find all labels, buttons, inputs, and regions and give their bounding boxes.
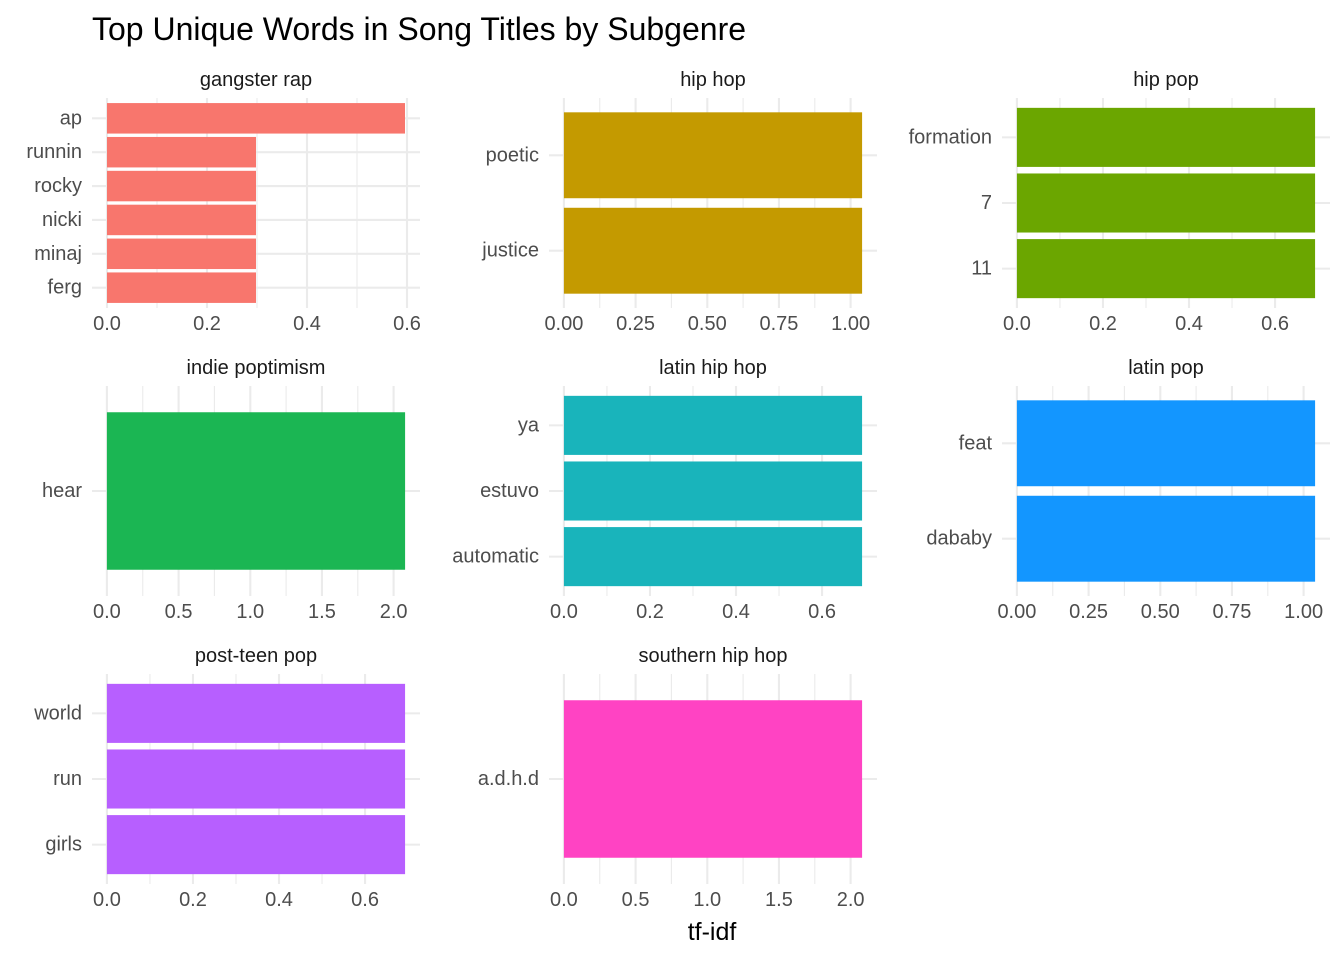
facet-hip-hop: hip hop poetic justice 0.00 0.25 0.50 0.75 1.00 — [481, 69, 877, 335]
x-tick-label: 0.4 — [265, 889, 293, 911]
bar-7 — [1016, 173, 1316, 233]
facet-latin-pop: latin pop feat dababy 0.00 0.25 0.50 0.75 1.00 — [926, 357, 1330, 623]
x-tick-label: 0.6 — [1261, 313, 1289, 335]
y-tick-label: a.d.h.d — [478, 768, 539, 790]
x-tick-label: 0.50 — [688, 313, 727, 335]
y-tick-label: nicki — [42, 209, 82, 231]
facet-strip-label: latin hip hop — [659, 357, 767, 379]
x-tick-label: 0.2 — [636, 601, 664, 623]
x-tick-label: 0.0 — [93, 601, 121, 623]
bar-minaj — [107, 238, 256, 270]
facet-latin-hip-hop: latin hip hop ya estuvo automatic 0.0 0.2 0.4 0… — [452, 357, 877, 623]
chart-title: Top Unique Words in Song Titles by Subge… — [92, 11, 746, 47]
y-tick-label: hear — [42, 480, 82, 502]
x-tick-label: 0.25 — [616, 313, 655, 335]
bar-run — [106, 749, 406, 809]
bar-ap — [107, 103, 405, 134]
x-tick-label: 0.0 — [550, 889, 578, 911]
x-tick-label: 0.75 — [759, 313, 798, 335]
x-tick-label: 1.0 — [693, 889, 721, 911]
x-tick-label: 0.4 — [1175, 313, 1203, 335]
bar-ferg — [107, 272, 256, 303]
bar-estuvo — [563, 461, 863, 521]
x-tick-label: 1.0 — [236, 601, 264, 623]
facet-strip-label: post-teen pop — [195, 645, 317, 667]
y-tick-label: girls — [45, 834, 82, 856]
bar-dababy — [1016, 495, 1316, 582]
facet-hip-pop: hip pop formation 7 11 0.0 0.2 0.4 0.6 — [909, 69, 1330, 335]
y-tick-label: dababy — [926, 528, 992, 550]
facet-post-teen-pop: post-teen pop world run girls 0.0 0.2 0.4 0.6 — [33, 645, 420, 911]
x-tick-label: 1.00 — [831, 313, 870, 335]
facet-strip-label: hip hop — [680, 69, 746, 91]
facet-strip-label: indie poptimism — [187, 357, 326, 379]
x-tick-label: 0.6 — [808, 601, 836, 623]
x-tick-label: 0.25 — [1069, 601, 1108, 623]
x-tick-label: 0.75 — [1212, 601, 1251, 623]
bar-nicki — [107, 204, 256, 236]
y-tick-label: poetic — [486, 144, 539, 166]
x-tick-label: 0.2 — [179, 889, 207, 911]
facet-panels: gangster rap ap runnin rocky nicki minaj ferg 0… — [26, 69, 1330, 911]
facet-southern-hip-hop: southern hip hop a.d.h.d 0.0 0.5 1.0 1.5 2.0 — [478, 645, 877, 911]
x-tick-label: 2.0 — [837, 889, 865, 911]
x-tick-label: 2.0 — [380, 601, 408, 623]
x-tick-label: 0.4 — [293, 313, 321, 335]
bar-formation — [1016, 107, 1316, 167]
y-tick-label: 7 — [981, 192, 992, 214]
bar-a-d-h-d — [563, 700, 863, 858]
y-tick-label: 11 — [971, 258, 992, 280]
y-tick-label: world — [33, 702, 82, 724]
facet-strip-label: latin pop — [1128, 357, 1204, 379]
bar-hear — [106, 412, 406, 570]
y-tick-label: automatic — [452, 546, 539, 568]
y-tick-label: run — [53, 768, 82, 790]
facet-strip-label: gangster rap — [200, 69, 312, 91]
bar-poetic — [563, 112, 863, 199]
facet-strip-label: hip pop — [1133, 69, 1199, 91]
x-tick-label: 1.5 — [765, 889, 793, 911]
x-tick-label: 0.0 — [1003, 313, 1031, 335]
bar-runnin — [107, 136, 256, 168]
bar-feat — [1016, 400, 1316, 487]
x-tick-label: 0.00 — [997, 601, 1036, 623]
bar-girls — [106, 815, 406, 875]
x-tick-label: 0.00 — [544, 313, 583, 335]
bar-ya — [563, 395, 863, 455]
x-tick-label: 0.6 — [351, 889, 379, 911]
facet-strip-label: southern hip hop — [638, 645, 787, 667]
x-tick-label: 0.6 — [393, 313, 421, 335]
bar-automatic — [563, 527, 863, 587]
x-tick-label: 0.0 — [93, 889, 121, 911]
y-tick-label: estuvo — [480, 480, 539, 502]
bar-justice — [563, 207, 863, 294]
x-tick-label: 0.5 — [622, 889, 650, 911]
facet-indie-poptimism: indie poptimism hear 0.0 0.5 1.0 1.5 2.0 — [42, 357, 420, 623]
x-axis-title: tf-idf — [688, 918, 737, 946]
y-tick-label: formation — [909, 126, 992, 148]
facet-gangster-rap: gangster rap ap runnin rocky nicki minaj ferg 0… — [26, 69, 421, 335]
y-tick-label: ap — [60, 107, 82, 129]
x-tick-label: 0.2 — [1089, 313, 1117, 335]
x-tick-label: 1.5 — [308, 601, 336, 623]
y-tick-label: ferg — [48, 277, 82, 299]
y-tick-label: feat — [959, 432, 993, 454]
x-tick-label: 0.5 — [165, 601, 193, 623]
x-tick-label: 0.2 — [193, 313, 221, 335]
y-tick-label: runnin — [26, 141, 82, 163]
bar-world — [106, 683, 406, 743]
x-tick-label: 1.00 — [1284, 601, 1323, 623]
y-tick-label: ya — [518, 414, 540, 436]
x-tick-label: 0.4 — [722, 601, 750, 623]
y-tick-label: minaj — [34, 243, 82, 265]
x-tick-label: 0.50 — [1141, 601, 1180, 623]
y-tick-label: justice — [481, 240, 539, 262]
x-tick-label: 0.0 — [93, 313, 121, 335]
y-tick-label: rocky — [34, 175, 82, 197]
bar-rocky — [107, 170, 256, 202]
x-tick-label: 0.0 — [550, 601, 578, 623]
bar-11 — [1016, 239, 1316, 299]
